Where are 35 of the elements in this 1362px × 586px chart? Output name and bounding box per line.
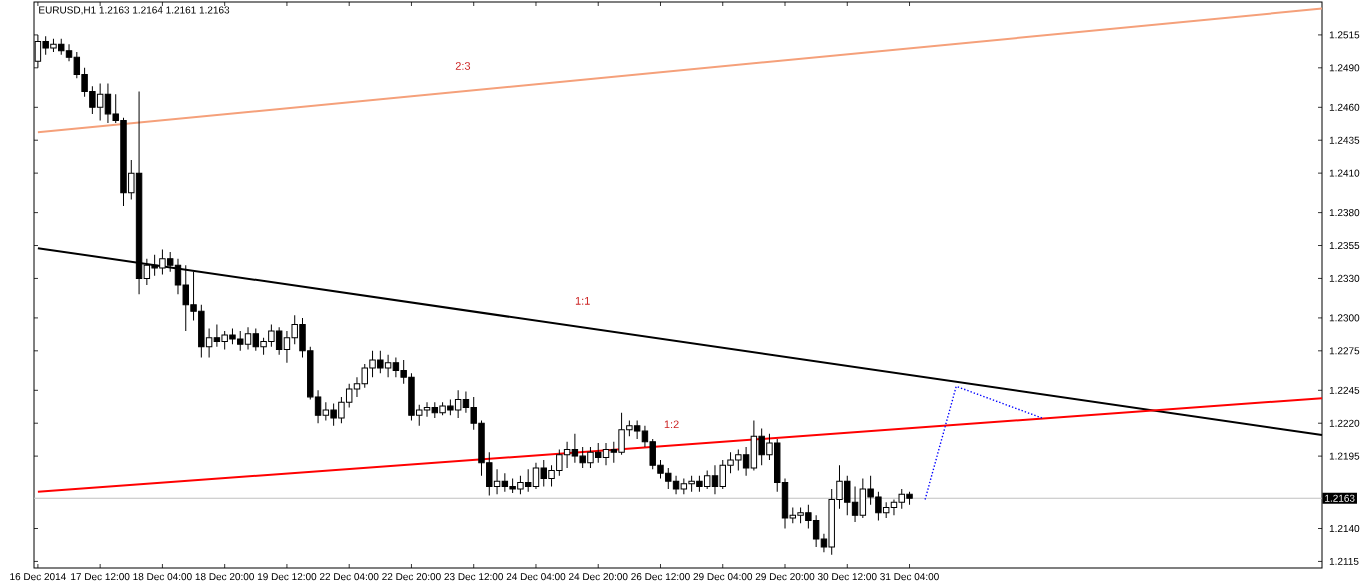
ref-line-label: 1.2163 [1325, 494, 1355, 502]
y-tick-label: 1.2460 [1329, 103, 1360, 111]
annotation: 2:3 [455, 62, 471, 70]
x-tick-label: 19 Dec 12:00 [257, 573, 317, 581]
y-tick-label: 1.2490 [1329, 64, 1360, 72]
x-tick-label: 16 Dec 2014 [10, 573, 66, 581]
x-tick-label: 23 Dec 12:00 [444, 573, 504, 581]
y-tick-label: 1.2140 [1329, 524, 1360, 533]
annotation: 1:1 [575, 297, 590, 305]
y-tick-label: 1.2245 [1329, 386, 1360, 394]
y-tick-label: 1.2300 [1329, 314, 1360, 322]
y-tick-label: 1.2380 [1329, 209, 1360, 217]
annotation: 1:2 [664, 420, 679, 429]
x-tick-label: 26 Dec 12:00 [631, 573, 690, 581]
x-tick-label: 31 Dec 04:00 [880, 573, 939, 581]
x-tick-label: 17 Dec 12:00 [71, 573, 130, 581]
x-tick-label: 24 Dec 04:00 [506, 573, 566, 581]
x-tick-label: 22 Dec 20:00 [382, 573, 441, 581]
x-tick-label: 29 Dec 20:00 [755, 573, 815, 581]
y-tick-label: 1.2275 [1329, 347, 1360, 355]
y-tick-label: 1.2355 [1329, 241, 1360, 250]
x-tick-label: 29 Dec 04:00 [693, 573, 753, 581]
x-tick-label: 24 Dec 20:00 [568, 573, 628, 581]
y-tick-label: 1.2330 [1329, 274, 1360, 282]
x-tick-label: 18 Dec 20:00 [195, 573, 255, 581]
y-tick-label: 1.2515 [1329, 31, 1360, 39]
x-tick-label: 18 Dec 04:00 [133, 573, 192, 581]
x-tick-label: 22 Dec 04:00 [319, 573, 379, 581]
y-tick-label: 1.2195 [1329, 452, 1360, 460]
y-tick-label: 1.2435 [1329, 136, 1360, 144]
x-tick-label: 30 Dec 12:00 [817, 573, 877, 581]
y-tick-label: 1.2410 [1329, 169, 1360, 177]
y-tick-label: 1.2220 [1329, 419, 1360, 427]
chart-title: EURUSD,H1 1.2163 1.2164 1.2161 1.2163 [39, 6, 230, 15]
y-tick-label: 1.2115 [1329, 557, 1359, 565]
